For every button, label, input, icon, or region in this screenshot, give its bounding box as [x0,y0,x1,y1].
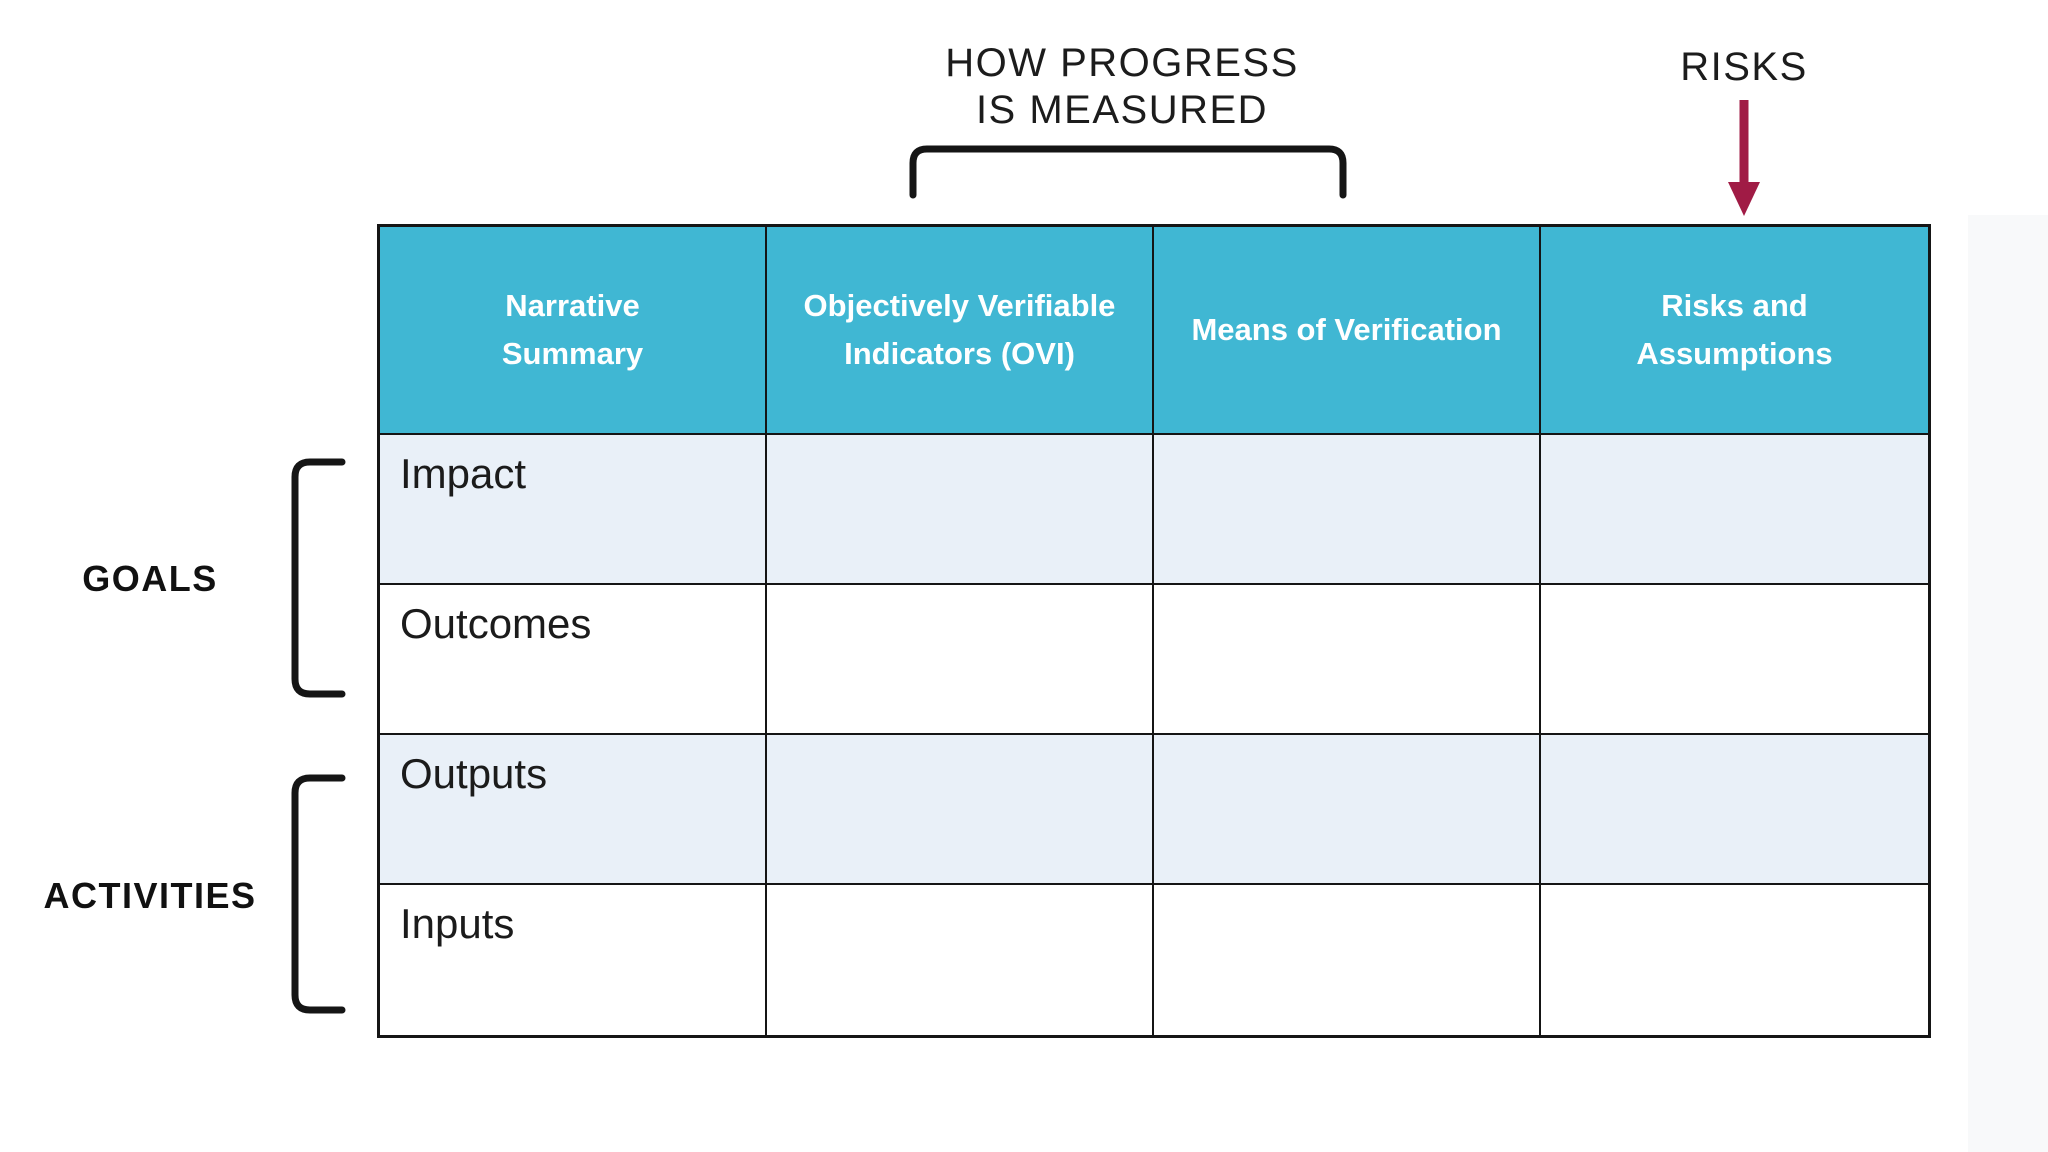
cell-impact-ovi [767,435,1154,585]
row-label-outputs: Outputs [380,735,767,885]
cell-inputs-ovi [767,885,1154,1035]
activities-label: ACTIVITIES [43,875,257,916]
goals-label: GOALS [82,558,218,599]
header-line: Indicators (OVI) [844,336,1075,371]
header-line: Narrative [505,288,640,323]
column-header-means-of-verification: Means of Verification [1154,227,1541,435]
cell-impact-mov [1154,435,1541,585]
logframe-table: Narrative Summary Objectively Verifiable… [377,224,1931,1038]
measure-bracket-icon [909,145,1347,199]
header-line: Assumptions [1636,336,1833,371]
cell-outputs-risks [1541,735,1928,885]
activities-bracket-icon [291,774,346,1014]
how-progress-line-1: HOW PROGRESS [945,41,1299,85]
goals-bracket-icon [291,458,346,698]
row-label-outcomes: Outcomes [380,585,767,735]
how-progress-line-2: IS MEASURED [975,88,1269,132]
cell-outputs-ovi [767,735,1154,885]
cell-outputs-mov [1154,735,1541,885]
cell-impact-risks [1541,435,1928,585]
cell-inputs-risks [1541,885,1928,1035]
row-label-impact: Impact [380,435,767,585]
cell-outcomes-risks [1541,585,1928,735]
header-line: Objectively Verifiable [803,288,1116,323]
column-header-ovi: Objectively Verifiable Indicators (OVI) [767,227,1154,435]
risks-label: RISKS [1680,45,1808,89]
column-header-risks-assumptions: Risks and Assumptions [1541,227,1928,435]
how-progress-label: HOW PROGRESS IS MEASURED [862,40,1382,134]
row-label-inputs: Inputs [380,885,767,1035]
cell-inputs-mov [1154,885,1541,1035]
risks-arrow-icon [1728,100,1760,216]
column-header-narrative-summary: Narrative Summary [380,227,767,435]
background-band [1968,215,2048,1152]
header-line: Means of Verification [1191,312,1502,347]
header-line: Summary [501,336,644,371]
cell-outcomes-ovi [767,585,1154,735]
cell-outcomes-mov [1154,585,1541,735]
header-line: Risks and [1661,288,1808,323]
